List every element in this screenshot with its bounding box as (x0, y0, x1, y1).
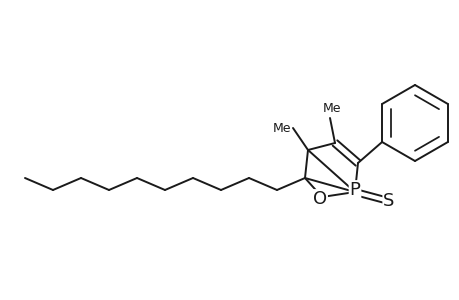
Text: Me: Me (322, 102, 341, 115)
Text: O: O (312, 190, 326, 208)
Text: Me: Me (272, 122, 291, 134)
Text: P: P (349, 181, 360, 199)
Text: S: S (382, 192, 394, 210)
